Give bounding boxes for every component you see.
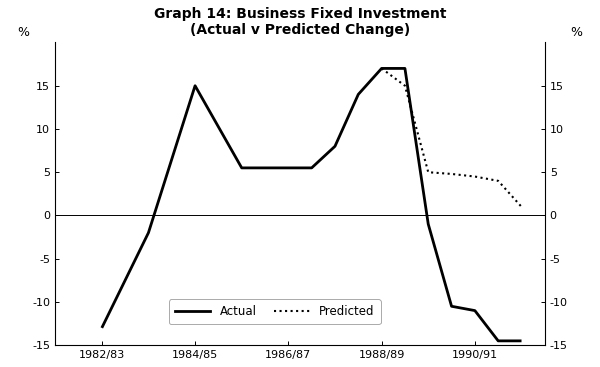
Actual (401, 66, 409, 70)
Actual (355, 92, 362, 97)
Predicted (494, 179, 502, 183)
Actual (425, 222, 432, 226)
Actual (285, 166, 292, 170)
Actual (145, 230, 152, 235)
Actual (238, 166, 245, 170)
Predicted (518, 205, 525, 209)
Actual (448, 304, 455, 309)
Actual (518, 339, 525, 343)
Actual (494, 339, 502, 343)
Line: Actual: Actual (102, 68, 521, 341)
Predicted (425, 170, 432, 174)
Actual (378, 66, 385, 70)
Predicted (401, 84, 409, 88)
Actual (98, 326, 106, 330)
Predicted (448, 172, 455, 176)
Actual (308, 166, 315, 170)
Predicted (471, 174, 478, 179)
Predicted (378, 66, 385, 70)
Actual (471, 308, 478, 313)
Actual (191, 84, 199, 88)
Text: %: % (571, 26, 583, 39)
Actual (331, 144, 338, 149)
Line: Predicted: Predicted (382, 68, 521, 207)
Title: Graph 14: Business Fixed Investment
(Actual v Predicted Change): Graph 14: Business Fixed Investment (Act… (154, 7, 446, 37)
Text: %: % (17, 26, 29, 39)
Legend: Actual, Predicted: Actual, Predicted (169, 299, 380, 324)
Actual (262, 166, 269, 170)
